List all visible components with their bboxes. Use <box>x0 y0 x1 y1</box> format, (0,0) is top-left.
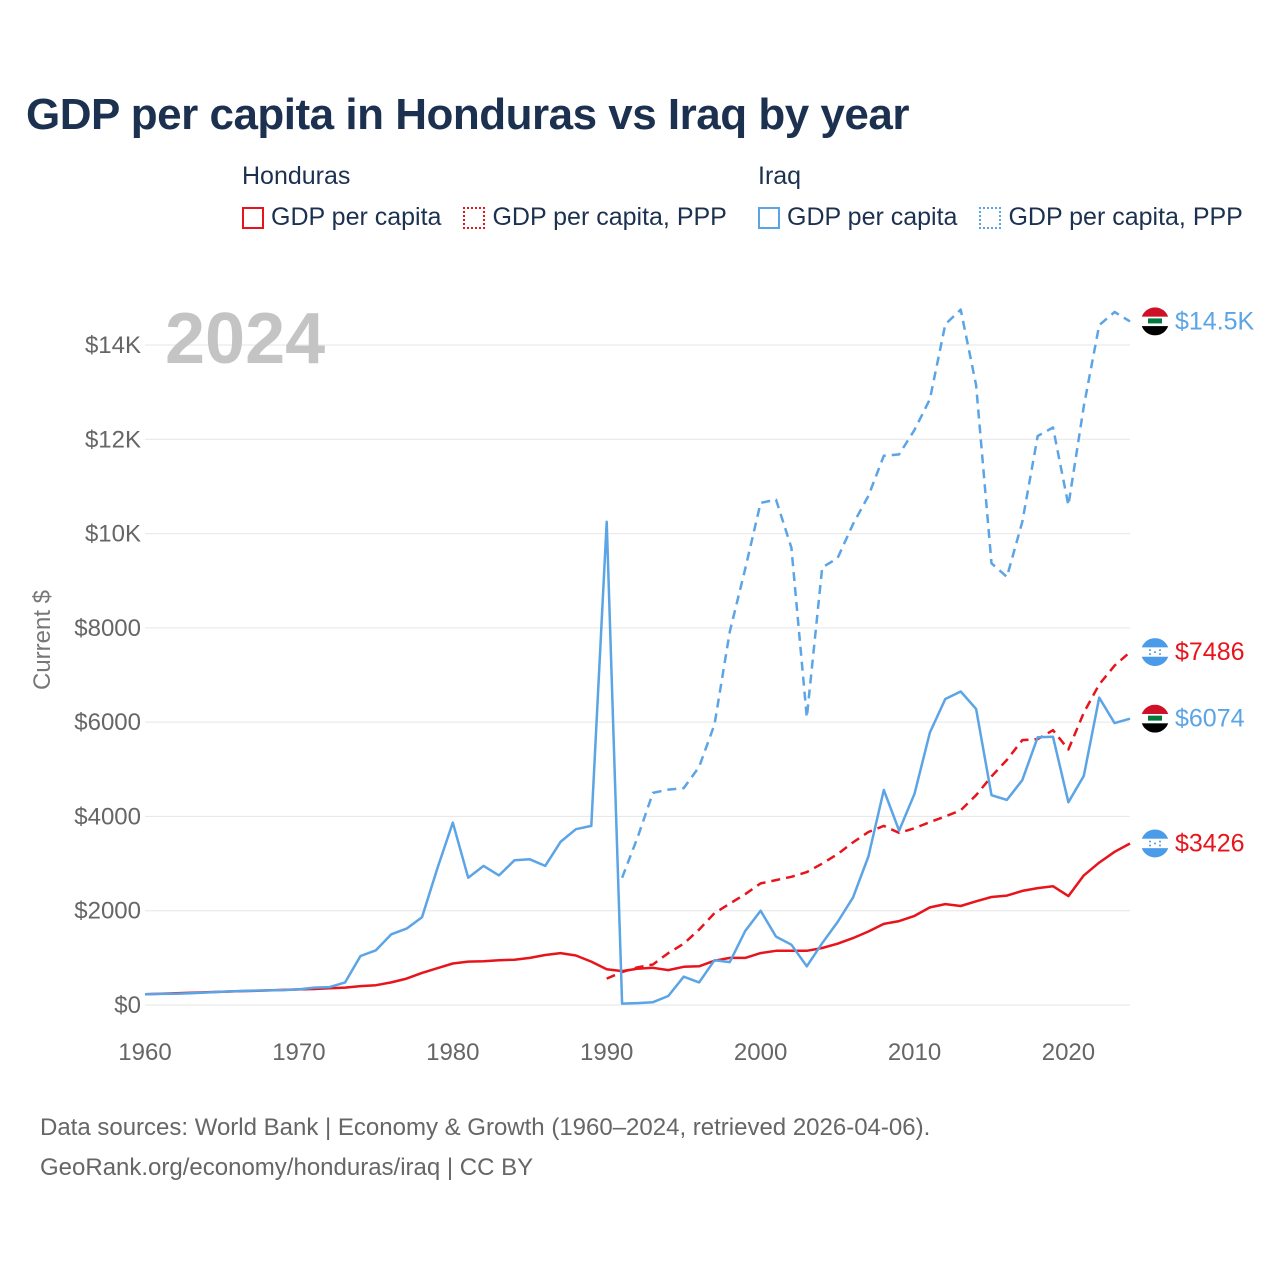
legend-country-iraq: Iraq <box>758 162 802 190</box>
x-tick-label: 2000 <box>734 1039 787 1066</box>
x-tick-label: 1990 <box>580 1039 633 1066</box>
legend-item-iraq-gdp-ppp[interactable]: GDP per capita, PPP <box>979 203 1243 232</box>
iraq-flag-icon <box>1141 307 1169 336</box>
legend-swatch-solid-red <box>242 206 264 229</box>
legend-label: GDP per capita <box>787 203 958 231</box>
y-tick-label: $0 <box>114 992 141 1019</box>
series-line[interactable] <box>620 308 1131 879</box>
footer-sources: Data sources: World Bank | Economy & Gro… <box>40 1114 931 1141</box>
honduras-flag-icon <box>1141 829 1169 858</box>
x-tick-label: 2020 <box>1042 1039 1095 1066</box>
legend-label: GDP per capita, PPP <box>1008 203 1243 231</box>
y-tick-label: $2000 <box>74 898 141 925</box>
y-tick-label: $10K <box>85 521 141 548</box>
end-value-label: $7486 <box>1175 638 1245 666</box>
chart-title: GDP per capita in Honduras vs Iraq by ye… <box>26 90 909 139</box>
y-axis-label: Current $ <box>29 590 56 690</box>
y-tick-label: $8000 <box>74 615 141 642</box>
y-tick-label: $14K <box>85 332 141 359</box>
x-tick-label: 1970 <box>272 1039 325 1066</box>
legend-label: GDP per capita, PPP <box>492 203 727 231</box>
x-tick-label: 1960 <box>118 1039 171 1066</box>
legend-item-honduras-gdp-ppp[interactable]: GDP per capita, PPP <box>463 203 727 232</box>
series-line[interactable] <box>144 842 1131 996</box>
y-tick-label: $12K <box>85 426 141 453</box>
legend-item-iraq-gdp[interactable]: GDP per capita <box>758 203 957 232</box>
footer-link[interactable]: GeoRank.org/economy/honduras/iraq | CC B… <box>40 1154 534 1181</box>
y-tick-label: $4000 <box>74 803 141 830</box>
x-tick-label: 1980 <box>426 1039 479 1066</box>
iraq-flag-icon <box>1141 704 1169 733</box>
legend-swatch-dotted-blue <box>979 206 1002 229</box>
y-tick-label: $6000 <box>74 709 141 736</box>
legend-swatch-solid-blue <box>758 206 780 229</box>
legend-group-honduras: Honduras GDP per capita GDP per capita, … <box>242 162 727 232</box>
legend-country-honduras: Honduras <box>242 162 351 190</box>
series-line[interactable] <box>606 651 1131 980</box>
end-value-label: $3426 <box>1175 829 1245 857</box>
legend-group-iraq: Iraq GDP per capita GDP per capita, PPP <box>758 162 1243 232</box>
legend-swatch-dotted-red <box>463 206 486 229</box>
legend-item-honduras-gdp[interactable]: GDP per capita <box>242 203 441 232</box>
legend-label: GDP per capita <box>271 203 442 231</box>
footer: Data sources: World Bank | Economy & Gro… <box>40 1108 930 1188</box>
end-value-label: $6074 <box>1175 705 1245 733</box>
honduras-flag-icon <box>1141 638 1169 667</box>
year-label: 2024 <box>165 299 325 379</box>
series-line[interactable] <box>144 520 1131 1005</box>
end-value-label: $14.5K <box>1175 307 1255 335</box>
x-tick-label: 2010 <box>888 1039 941 1066</box>
